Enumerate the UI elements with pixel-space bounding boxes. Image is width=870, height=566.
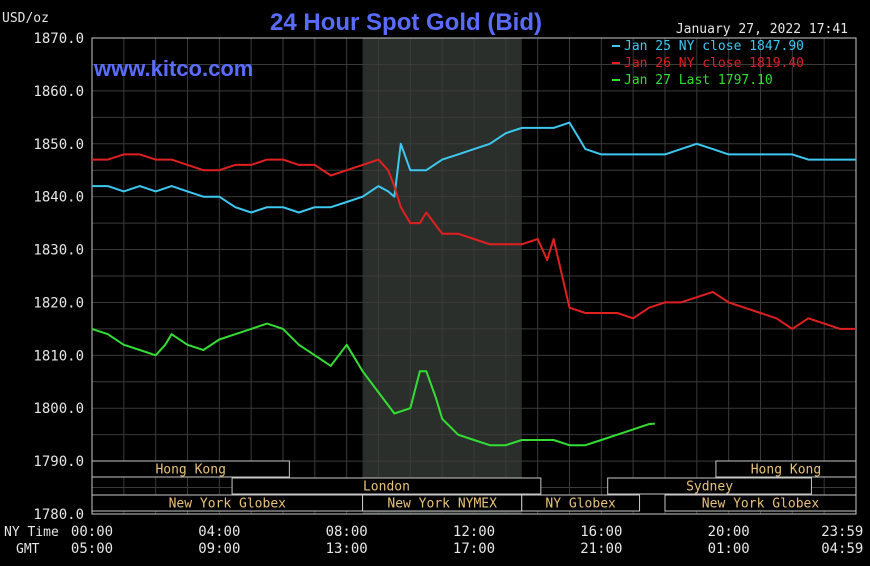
session-label: London xyxy=(363,480,410,495)
legend-entry: Jan 25 NY close 1847.90 xyxy=(624,39,804,54)
y-tick-label: 1870.0 xyxy=(33,31,84,47)
y-tick-label: 1820.0 xyxy=(33,295,84,311)
series-lines xyxy=(91,121,856,447)
legend: Jan 25 NY close 1847.90 Jan 26 NY close 1… xyxy=(612,39,804,88)
y-tick-label: 1800.0 xyxy=(33,401,84,417)
session-label: New York Globex xyxy=(169,497,287,512)
x-tick-ny: 00:00 xyxy=(71,524,113,540)
x-tick-ny: 12:00 xyxy=(453,524,495,540)
x-tick-gmt: 09:00 xyxy=(198,541,240,557)
session-box xyxy=(715,460,857,478)
x-tick-ny: 04:00 xyxy=(198,524,240,540)
chart-title: 24 Hour Spot Gold (Bid) xyxy=(270,9,542,36)
market-sessions: Hong Kong Hong Kong London Sydney New York G… xyxy=(91,460,857,512)
plot-frame xyxy=(91,37,857,515)
series-line xyxy=(92,121,856,214)
session-label: Hong Kong xyxy=(751,463,821,478)
legend-entry: Jan 26 NY close 1819.40 xyxy=(624,56,804,71)
y-tick-label: 1810.0 xyxy=(33,348,84,364)
session-box xyxy=(521,494,641,512)
unit-label: USD/oz xyxy=(2,11,49,26)
y-tick-label: 1840.0 xyxy=(33,190,84,206)
timestamp: January 27, 2022 17:41 xyxy=(676,22,848,37)
x-tick-ny: 20:00 xyxy=(708,524,750,540)
site-watermark: www.kitco.com xyxy=(93,56,253,81)
session-box xyxy=(91,460,290,478)
session-box xyxy=(231,477,542,495)
y-tick-label: 1830.0 xyxy=(33,243,84,259)
x-tick-gmt: 17:00 xyxy=(453,541,495,557)
x-tick-gmt: 21:00 xyxy=(580,541,622,557)
grid-lines xyxy=(91,37,857,515)
session-label: Hong Kong xyxy=(155,463,225,478)
series-line xyxy=(91,322,655,447)
series-line xyxy=(92,153,856,330)
session-label: Sydney xyxy=(686,480,733,495)
session-label: New York Globex xyxy=(702,497,820,512)
y-tick-label: 1780.0 xyxy=(33,507,84,523)
session-label: NY Globex xyxy=(545,497,616,512)
y-tick-label: 1860.0 xyxy=(33,84,84,100)
x-tick-gmt: 05:00 xyxy=(71,541,113,557)
session-label: New York NYMEX xyxy=(387,497,497,512)
x-tick-ny: 23:59 xyxy=(821,524,863,540)
gmt-row-label: GMT xyxy=(16,542,40,557)
x-tick-gmt: 04:59 xyxy=(821,541,863,557)
legend-entry: Jan 27 Last 1797.10 xyxy=(624,73,773,88)
y-tick-label: 1850.0 xyxy=(33,137,84,153)
x-tick-gmt: 13:00 xyxy=(326,541,368,557)
session-box xyxy=(607,477,812,495)
x-tick-ny: 08:00 xyxy=(326,524,368,540)
y-axis-ticks: 1870.0 1860.0 1850.0 1840.0 1830.0 1820.0 1810… xyxy=(33,31,84,523)
x-tick-ny: 16:00 xyxy=(580,524,622,540)
ny-time-row-label: NY Time xyxy=(4,525,59,540)
y-tick-label: 1790.0 xyxy=(33,454,84,470)
x-tick-gmt: 01:00 xyxy=(708,541,750,557)
session-box xyxy=(664,494,857,512)
